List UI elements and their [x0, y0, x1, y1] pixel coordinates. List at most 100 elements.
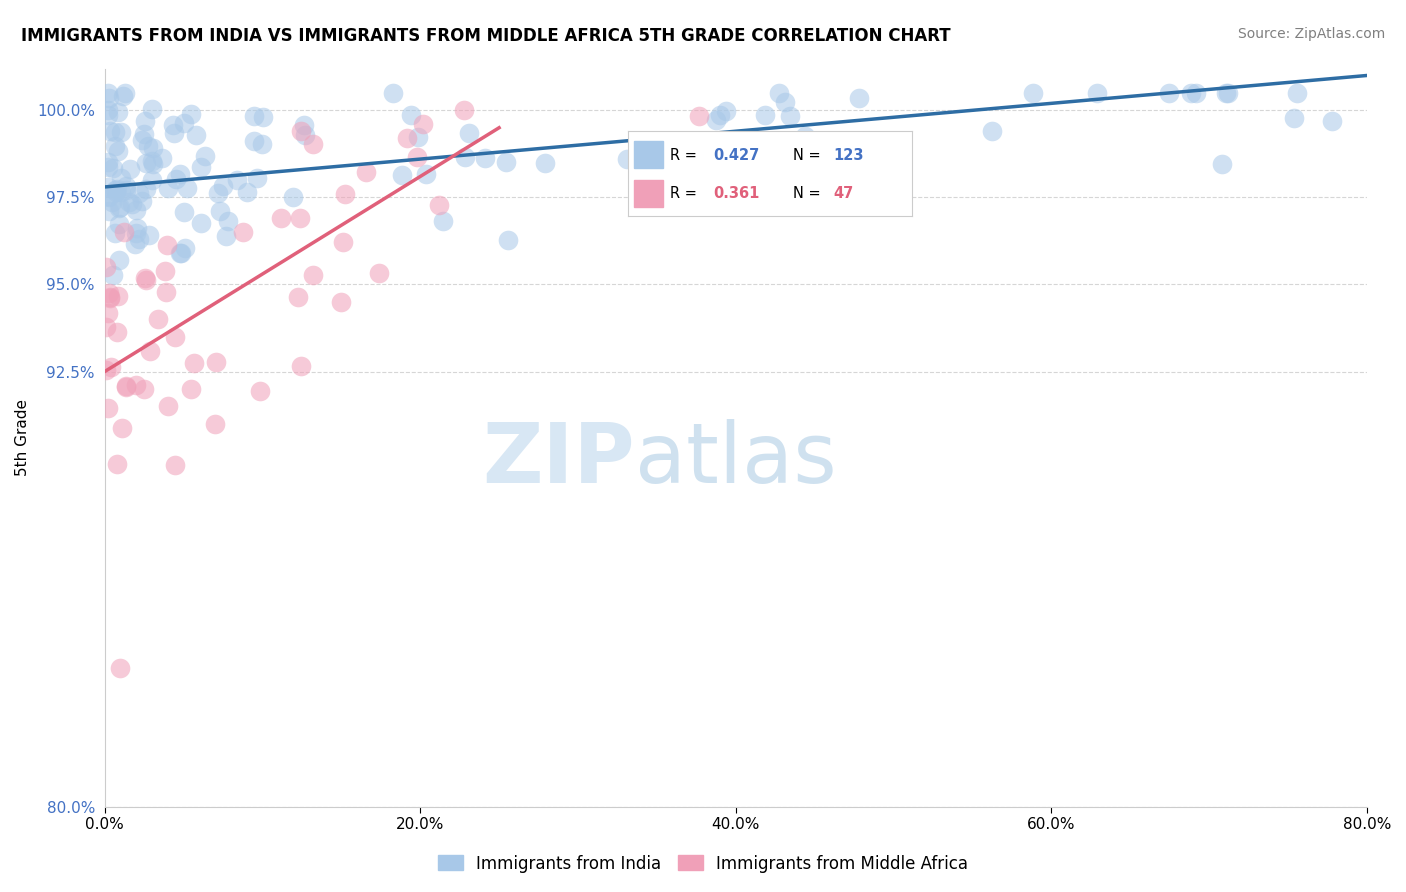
Point: [97, 103, 120, 117]
Point: [302, 268, 325, 283]
Point: [294, 128, 316, 143]
Point: [173, 204, 195, 219]
Point: [616, 152, 638, 166]
Point: [115, 178, 138, 193]
Point: [768, 86, 790, 100]
Point: [250, 136, 273, 151]
Point: [156, 238, 179, 252]
Point: [678, 142, 700, 156]
Point: [405, 150, 427, 164]
Text: ZIP: ZIP: [482, 419, 634, 500]
Point: [135, 182, 157, 196]
Point: [107, 105, 129, 120]
Point: [125, 378, 148, 392]
Point: [162, 118, 184, 132]
Point: [156, 400, 179, 414]
Point: [96, 260, 118, 275]
Point: [246, 170, 269, 185]
Point: [205, 355, 228, 369]
Point: [1211, 157, 1233, 171]
Point: [287, 290, 309, 304]
Point: [848, 91, 870, 105]
Point: [97, 306, 120, 320]
Point: [432, 213, 454, 227]
Point: [207, 186, 229, 201]
Point: [96, 319, 118, 334]
Point: [714, 103, 737, 118]
Point: [794, 129, 817, 144]
Point: [252, 110, 274, 124]
Point: [754, 108, 776, 122]
Point: [169, 167, 191, 181]
Point: [183, 356, 205, 370]
Point: [395, 131, 418, 145]
Point: [194, 149, 217, 163]
Point: [105, 182, 128, 196]
Point: [399, 108, 422, 122]
Point: [495, 155, 517, 169]
Point: [98, 123, 121, 137]
Point: [138, 227, 160, 242]
Point: [153, 264, 176, 278]
Point: [176, 181, 198, 195]
Point: [110, 660, 132, 674]
Point: [1022, 86, 1045, 100]
Point: [534, 156, 557, 170]
Point: [142, 141, 165, 155]
Text: Source: ZipAtlas.com: Source: ZipAtlas.com: [1237, 27, 1385, 41]
Point: [100, 360, 122, 375]
Point: [110, 125, 132, 139]
Point: [163, 458, 186, 472]
Point: [775, 95, 797, 109]
Point: [125, 202, 148, 217]
Point: [114, 86, 136, 100]
Point: [114, 379, 136, 393]
Point: [368, 266, 391, 280]
Point: [103, 138, 125, 153]
Point: [103, 125, 125, 139]
Point: [1159, 86, 1181, 100]
Point: [97, 180, 120, 194]
Point: [103, 183, 125, 197]
Point: [458, 126, 481, 140]
Point: [1322, 114, 1344, 128]
Point: [124, 236, 146, 251]
Point: [301, 137, 323, 152]
Point: [134, 114, 156, 128]
Point: [118, 162, 141, 177]
Point: [134, 271, 156, 285]
Point: [97, 155, 120, 169]
Point: [104, 226, 127, 240]
Point: [128, 186, 150, 200]
Point: [97, 90, 120, 104]
Point: [101, 161, 124, 175]
Point: [107, 144, 129, 158]
Point: [190, 161, 212, 175]
Point: [1215, 86, 1237, 100]
Point: [103, 268, 125, 283]
Point: [155, 285, 177, 299]
Point: [382, 86, 405, 100]
Point: [112, 225, 135, 239]
Point: [136, 138, 159, 153]
Point: [98, 290, 121, 304]
Point: [157, 181, 180, 195]
Point: [163, 126, 186, 140]
Point: [97, 160, 120, 174]
Point: [709, 108, 731, 122]
Text: IMMIGRANTS FROM INDIA VS IMMIGRANTS FROM MIDDLE AFRICA 5TH GRADE CORRELATION CHA: IMMIGRANTS FROM INDIA VS IMMIGRANTS FROM…: [21, 27, 950, 45]
Point: [173, 116, 195, 130]
Point: [114, 380, 136, 394]
Point: [190, 216, 212, 230]
Point: [427, 198, 450, 212]
Point: [688, 109, 710, 123]
Point: [115, 183, 138, 197]
Point: [217, 214, 239, 228]
Point: [204, 417, 226, 431]
Point: [270, 211, 292, 225]
Point: [108, 201, 131, 215]
Point: [135, 273, 157, 287]
Point: [1085, 86, 1108, 100]
Point: [138, 343, 160, 358]
Point: [125, 226, 148, 240]
